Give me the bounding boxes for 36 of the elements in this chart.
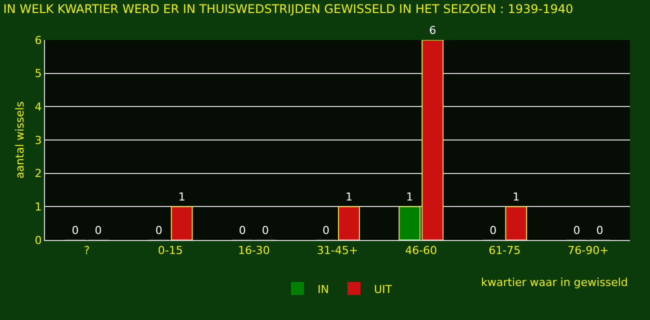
bar xyxy=(338,206,360,240)
data-label: 0 xyxy=(322,224,330,237)
x-tick-label: 61-75 xyxy=(488,244,521,258)
x-tick-label: 76-90+ xyxy=(568,244,609,258)
data-label: 1 xyxy=(512,190,520,204)
data-label: 0 xyxy=(490,224,497,237)
x-axis-title: kwartier waar in gewisseld xyxy=(481,276,628,289)
bar xyxy=(505,206,528,240)
data-label: 0 xyxy=(238,224,246,237)
x-tick-label: 0-15 xyxy=(158,244,183,258)
y-tick-label: 1 xyxy=(34,200,42,214)
data-label: 0 xyxy=(155,224,162,237)
data-label: 1 xyxy=(345,190,352,204)
data-label: 0 xyxy=(262,224,269,237)
y-tick-label: 2 xyxy=(34,167,42,180)
x-tick-label: 46-60 xyxy=(405,244,438,258)
y-tick-label: 0 xyxy=(34,234,42,247)
data-label: 0 xyxy=(94,224,102,237)
data-label: 1 xyxy=(406,190,414,204)
data-label: 6 xyxy=(429,24,436,37)
y-tick-label: 4 xyxy=(34,100,42,114)
legend-label: IN xyxy=(318,282,329,296)
x-tick-label: ? xyxy=(84,244,90,258)
legend-label: UIT xyxy=(374,282,392,296)
chart-title: IN WELK KWARTIER WERD ER IN THUISWEDSTRIJDEN GEWISSELD IN HET SEIZOEN : 1939-1940 xyxy=(3,2,574,16)
data-label: 1 xyxy=(178,190,186,204)
data-label: 0 xyxy=(72,224,79,237)
bar xyxy=(170,206,193,240)
y-tick-label: 3 xyxy=(34,134,42,147)
y-axis-title: aantal wissels xyxy=(13,101,26,179)
y-tick-label: 5 xyxy=(34,67,42,80)
data-label: 0 xyxy=(573,224,580,237)
data-label: 0 xyxy=(596,224,604,237)
y-tick-label: 6 xyxy=(34,34,42,47)
x-tick-label: 31-45+ xyxy=(316,244,358,258)
x-tick-label: 16-30 xyxy=(238,244,270,258)
